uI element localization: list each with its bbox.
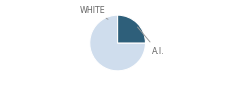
Text: WHITE: WHITE — [80, 6, 108, 19]
Wedge shape — [118, 15, 145, 43]
Text: A.I.: A.I. — [138, 27, 164, 56]
Wedge shape — [90, 15, 145, 71]
